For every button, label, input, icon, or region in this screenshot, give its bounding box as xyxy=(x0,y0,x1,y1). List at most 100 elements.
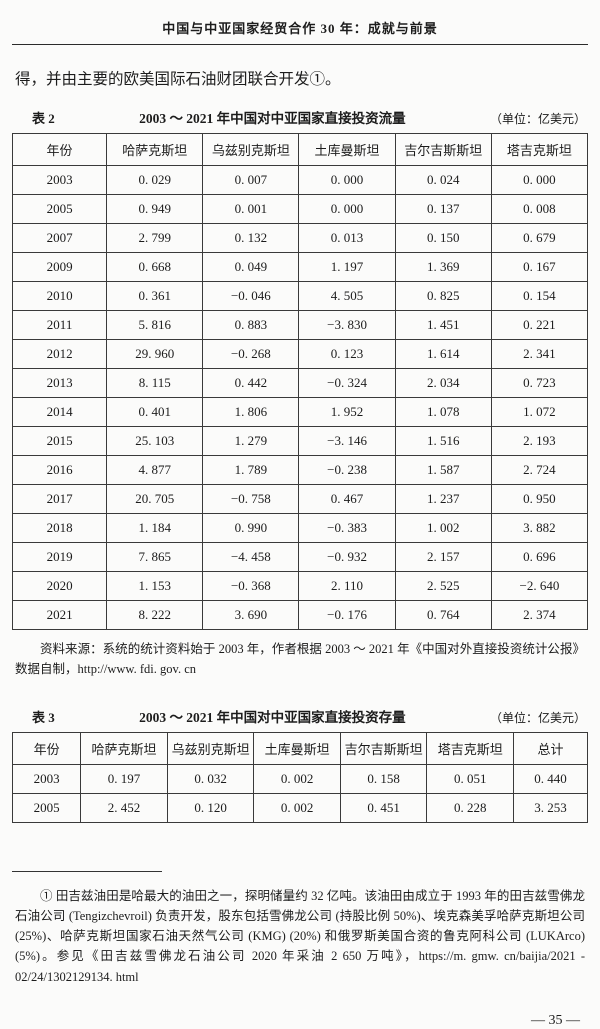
value-cell: 2. 193 xyxy=(490,426,589,456)
value-cell: 1. 587 xyxy=(394,455,492,485)
value-cell: 1. 072 xyxy=(490,397,589,427)
value-cell: 0. 123 xyxy=(298,339,396,369)
value-cell: 0. 013 xyxy=(298,223,396,253)
value-cell: 0. 002 xyxy=(253,763,341,794)
year-cell: 2005 xyxy=(11,194,108,224)
table-row: 2019 7. 865 −4. 458 −0. 932 2. 157 0. 696 xyxy=(11,542,589,572)
running-head: 中国与中亚国家经贸合作 30 年：成就与前景 xyxy=(162,21,438,36)
value-cell: 0. 825 xyxy=(394,281,492,311)
value-cell: −0. 758 xyxy=(202,484,300,514)
table-row: 2016 4. 877 1. 789 −0. 238 1. 587 2. 724 xyxy=(11,455,589,485)
value-cell: 1. 078 xyxy=(394,397,492,427)
footnote: ① 田吉兹油田是哈最大的油田之一，探明储量约 32 亿吨。该油田由成立于 199… xyxy=(15,888,585,984)
table-row: 2010 0. 361 −0. 046 4. 505 0. 825 0. 154 xyxy=(11,281,589,311)
table3-unit: （单位：亿美元） xyxy=(489,710,586,725)
value-cell: 0. 154 xyxy=(490,281,589,311)
value-cell: 1. 279 xyxy=(202,426,300,456)
value-cell: 1. 237 xyxy=(394,484,492,514)
column-header: 乌兹别克斯坦 xyxy=(166,731,255,765)
year-cell: 2009 xyxy=(11,252,108,282)
year-cell: 2016 xyxy=(11,455,108,485)
value-cell: −0. 046 xyxy=(202,281,300,311)
column-header: 吉尔吉斯斯坦 xyxy=(394,133,492,166)
value-cell: 2. 724 xyxy=(490,455,589,485)
table2-title: 2003 ～ 2021 年中国对中亚国家直接投资流量 xyxy=(139,111,406,126)
footnote-rule xyxy=(12,870,162,872)
table2-unit: （单位：亿美元） xyxy=(489,112,586,126)
value-cell: 1. 614 xyxy=(394,339,492,369)
value-cell: 0. 197 xyxy=(80,763,168,794)
value-cell: 29. 960 xyxy=(106,339,204,369)
value-cell: 0. 361 xyxy=(106,281,204,311)
value-cell: 0. 221 xyxy=(490,310,589,340)
table2-source-note: 资料来源：系统的统计资料始于 2003 年，作者根据 2003 ～ 2021 年… xyxy=(15,642,585,676)
table-header-row: 年份 哈萨克斯坦 乌兹别克斯坦 土库曼斯坦 吉尔吉斯斯坦 塔吉克斯坦 xyxy=(11,133,589,166)
column-header: 塔吉克斯坦 xyxy=(490,133,589,166)
value-cell: 2. 799 xyxy=(106,223,204,253)
year-cell: 2021 xyxy=(11,600,108,630)
value-cell: 1. 153 xyxy=(106,571,204,601)
value-cell: 1. 002 xyxy=(394,513,492,543)
table3-title: 2003 ～ 2021 年中国对中亚国家直接投资存量 xyxy=(139,709,406,725)
value-cell: 2. 374 xyxy=(490,600,589,630)
value-cell: 0. 002 xyxy=(253,792,341,823)
value-cell: 0. 401 xyxy=(106,397,204,427)
value-cell: 8. 222 xyxy=(106,600,204,630)
column-header: 土库曼斯坦 xyxy=(298,133,396,166)
value-cell: 1. 516 xyxy=(394,426,492,456)
column-header: 年份 xyxy=(11,133,108,166)
header-rule xyxy=(12,44,588,45)
intro-paragraph: 得，并由主要的欧美国际石油财团联合开发①。 xyxy=(15,71,341,88)
value-cell: −0. 238 xyxy=(298,455,396,485)
value-cell: 0. 990 xyxy=(202,513,300,543)
value-cell: 25. 103 xyxy=(106,426,204,456)
value-cell: 0. 120 xyxy=(166,792,255,823)
value-cell: 7. 865 xyxy=(106,542,204,572)
value-cell: 4. 877 xyxy=(106,455,204,485)
table-row: 2017 20. 705 −0. 758 0. 467 1. 237 0. 950 xyxy=(11,484,589,514)
column-header: 总计 xyxy=(513,731,588,765)
value-cell: 2. 341 xyxy=(490,339,589,369)
value-cell: 0. 001 xyxy=(202,194,300,224)
value-cell: −0. 176 xyxy=(298,600,396,630)
value-cell: 5. 816 xyxy=(106,310,204,340)
year-cell: 2007 xyxy=(11,223,108,253)
value-cell: 8. 115 xyxy=(106,368,204,398)
value-cell: 0. 132 xyxy=(202,223,300,253)
value-cell: 2. 034 xyxy=(394,368,492,398)
value-cell: 2. 525 xyxy=(394,571,492,601)
value-cell: −3. 146 xyxy=(298,426,396,456)
value-cell: −0. 368 xyxy=(202,571,300,601)
table-row: 2005 2. 452 0. 120 0. 002 0. 451 0. 228 3. 253 xyxy=(11,792,588,823)
value-cell: 0. 167 xyxy=(490,252,589,282)
table-row: 2021 8. 222 3. 690 −0. 176 0. 764 2. 374 xyxy=(11,600,589,630)
column-header: 乌兹别克斯坦 xyxy=(202,133,300,166)
table3-label: 表 3 xyxy=(32,709,55,725)
value-cell: 0. 949 xyxy=(106,194,204,224)
year-cell: 2020 xyxy=(11,571,108,601)
value-cell: 0. 000 xyxy=(298,194,396,224)
year-cell: 2003 xyxy=(11,165,108,195)
value-cell: 0. 032 xyxy=(166,763,255,794)
table-row: 2012 29. 960 −0. 268 0. 123 1. 614 2. 341 xyxy=(11,339,589,369)
table-row: 2013 8. 115 0. 442 −0. 324 2. 034 0. 723 xyxy=(11,368,589,398)
value-cell: 0. 029 xyxy=(106,165,204,195)
table-row: 2003 0. 029 0. 007 0. 000 0. 024 0. 000 xyxy=(11,165,589,195)
value-cell: 3. 882 xyxy=(490,513,589,543)
value-cell: 2. 452 xyxy=(80,792,168,823)
table-row: 2018 1. 184 0. 990 −0. 383 1. 002 3. 882 xyxy=(11,513,589,543)
year-cell: 2012 xyxy=(11,339,108,369)
table3: 年份 哈萨克斯坦 乌兹别克斯坦 土库曼斯坦 吉尔吉斯斯坦 塔吉克斯坦 总计 2003 0. 19… xyxy=(11,731,588,823)
value-cell: 0. 950 xyxy=(490,484,589,514)
column-header: 哈萨克斯坦 xyxy=(106,133,204,166)
value-cell: 1. 184 xyxy=(106,513,204,543)
value-cell: 1. 197 xyxy=(298,252,396,282)
value-cell: 4. 505 xyxy=(298,281,396,311)
value-cell: −0. 383 xyxy=(298,513,396,543)
year-cell: 2014 xyxy=(11,397,108,427)
table-row: 2014 0. 401 1. 806 1. 952 1. 078 1. 072 xyxy=(11,397,589,427)
table2: 年份 哈萨克斯坦 乌兹别克斯坦 土库曼斯坦 吉尔吉斯斯坦 塔吉克斯坦 2003 0. 029 0… xyxy=(11,133,589,630)
value-cell: 3. 690 xyxy=(202,600,300,630)
year-cell: 2018 xyxy=(11,513,108,543)
page-number: — 35 — xyxy=(531,1012,580,1028)
